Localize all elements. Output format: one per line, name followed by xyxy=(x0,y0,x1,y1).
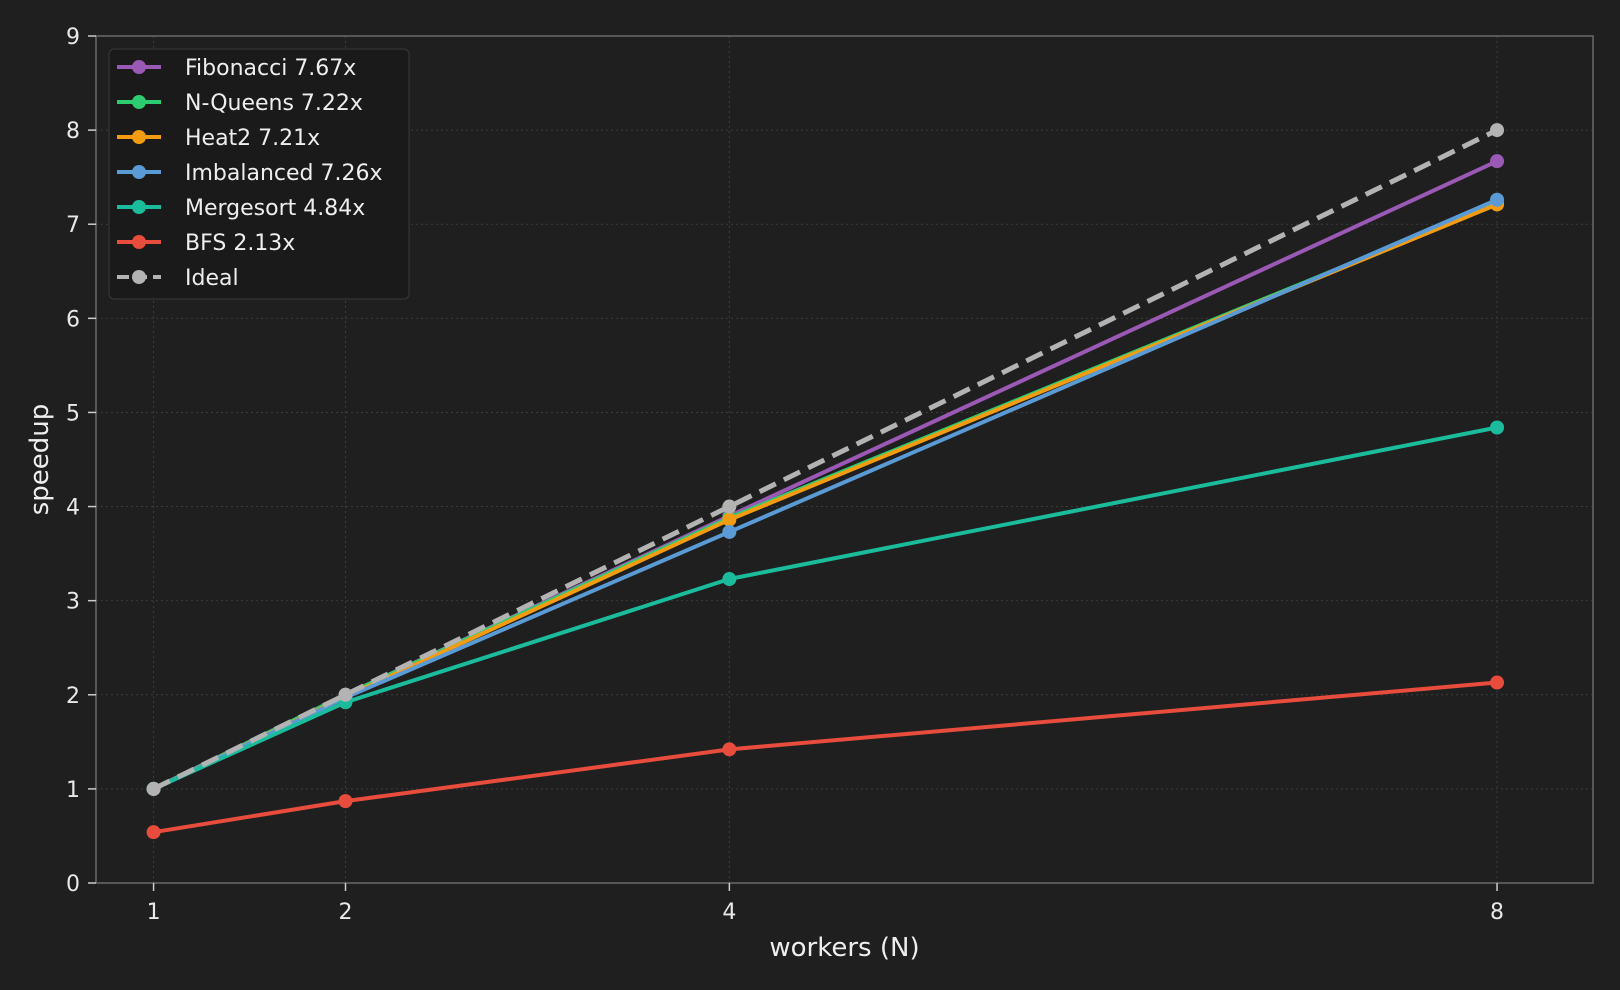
legend-marker xyxy=(132,200,146,214)
legend-marker xyxy=(132,60,146,74)
data-point xyxy=(338,687,353,702)
y-tick-label: 9 xyxy=(66,25,80,50)
legend-item: Heat2 7.21x xyxy=(117,126,320,151)
legend: Fibonacci 7.67x N-Queens 7.22x Heat2 7.21x… xyxy=(108,48,410,300)
legend-label: Fibonacci 7.67x xyxy=(185,56,356,81)
legend-marker xyxy=(132,95,146,109)
legend-marker xyxy=(132,235,146,249)
axis-ticks: 0 1 2 3 4 5 6 7 8 9 1 2 4 8 xyxy=(66,25,1504,925)
data-point xyxy=(1490,675,1505,690)
legend-label: N-Queens 7.22x xyxy=(185,91,363,116)
data-point xyxy=(338,794,353,809)
data-point xyxy=(1490,154,1505,169)
y-tick-label: 4 xyxy=(66,496,80,521)
series-5 xyxy=(146,675,1505,840)
data-point xyxy=(1490,192,1505,207)
legend-item: Imbalanced 7.26x xyxy=(117,161,383,186)
series-6 xyxy=(146,123,1505,796)
series-line xyxy=(152,197,1498,791)
legend-item: BFS 2.13x xyxy=(117,231,295,256)
legend-item: N-Queens 7.22x xyxy=(117,91,363,116)
data-point xyxy=(722,742,737,757)
legend-label: Heat2 7.21x xyxy=(185,126,320,151)
y-tick-label: 2 xyxy=(66,684,80,709)
legend-marker xyxy=(132,270,146,284)
legend-marker xyxy=(132,165,146,179)
y-tick-label: 0 xyxy=(66,872,80,897)
y-tick-label: 1 xyxy=(66,778,80,803)
data-point xyxy=(722,572,737,587)
data-point xyxy=(1490,123,1505,138)
legend-label: BFS 2.13x xyxy=(185,231,295,256)
y-tick-label: 8 xyxy=(66,119,80,144)
data-point xyxy=(722,512,737,527)
data-point xyxy=(722,499,737,514)
legend-item: Mergesort 4.84x xyxy=(117,196,365,221)
x-tick-label: 4 xyxy=(722,900,736,925)
data-point xyxy=(146,825,161,840)
data-point xyxy=(1490,420,1505,435)
x-tick-label: 8 xyxy=(1490,900,1504,925)
x-axis-label: workers (N) xyxy=(769,933,919,963)
legend-label: Imbalanced 7.26x xyxy=(185,161,383,186)
y-axis-label: speedup xyxy=(25,404,55,516)
x-tick-label: 1 xyxy=(147,900,161,925)
legend-label: Mergesort 4.84x xyxy=(185,196,365,221)
legend-item: Fibonacci 7.67x xyxy=(117,56,356,81)
x-tick-label: 2 xyxy=(339,900,353,925)
legend-box xyxy=(108,48,410,300)
series-line xyxy=(152,425,1498,791)
y-tick-label: 6 xyxy=(66,307,80,332)
y-tick-label: 7 xyxy=(66,213,80,238)
y-tick-label: 5 xyxy=(66,401,80,426)
y-tick-label: 3 xyxy=(66,590,80,615)
legend-item: Ideal xyxy=(117,266,239,291)
legend-marker xyxy=(132,130,146,144)
plot-frame xyxy=(95,35,1594,884)
series-line xyxy=(153,680,1498,835)
data-point xyxy=(722,524,737,539)
series-lines xyxy=(146,123,1505,840)
series-line xyxy=(152,127,1499,792)
legend-label: Ideal xyxy=(185,266,239,291)
data-point xyxy=(146,781,161,796)
